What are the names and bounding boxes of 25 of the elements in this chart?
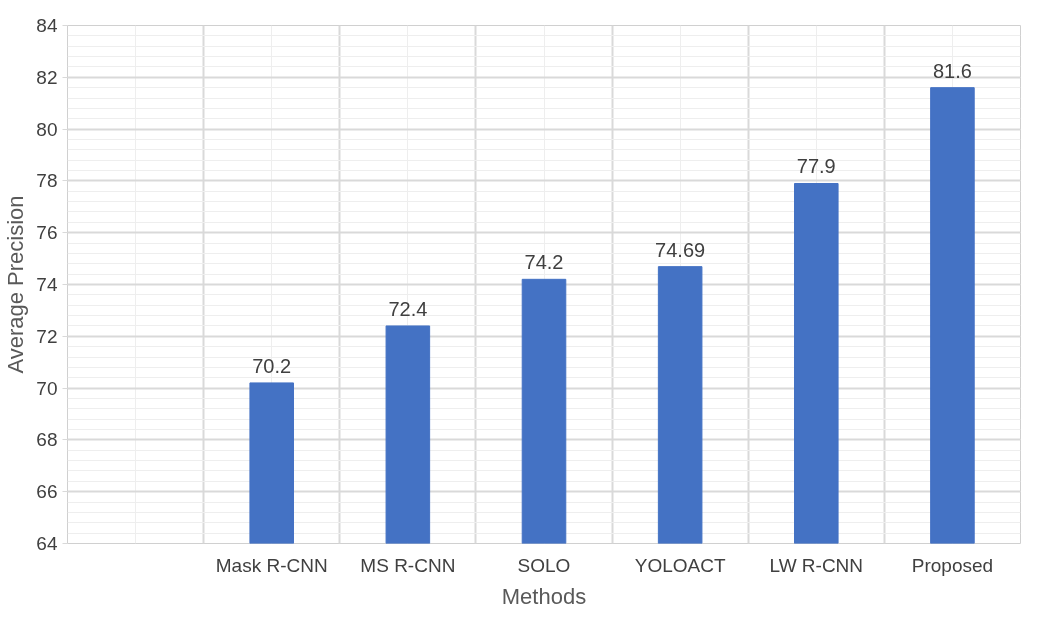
x-tick-label: SOLO — [517, 554, 571, 576]
x-tick-label: YOLOACT — [634, 554, 726, 576]
x-tick-label: Proposed — [911, 554, 994, 576]
y-tick-label: 76 — [36, 222, 58, 244]
y-axis-title: Average Precision — [3, 195, 29, 374]
data-label: 81.6 — [932, 59, 972, 82]
data-label: 72.4 — [388, 297, 428, 320]
y-tick-label: 64 — [36, 533, 58, 554]
y-tick-label: 82 — [36, 66, 58, 88]
x-tick-label: LW R-CNN — [769, 554, 864, 576]
data-label: 77.9 — [796, 155, 836, 178]
y-tick-label: 74 — [36, 274, 58, 295]
x-axis-title: Methods — [501, 583, 587, 609]
y-tick-label: 84 — [36, 15, 58, 36]
data-label: 74.69 — [655, 238, 706, 261]
y-tick-label: 66 — [36, 481, 58, 503]
y-tick-label: 80 — [36, 118, 58, 140]
x-tick-label: Mask R-CNN — [215, 554, 328, 576]
y-tick-label: 70 — [36, 377, 58, 399]
x-tick-label: MS R-CNN — [360, 554, 456, 576]
y-tick-label: 68 — [36, 429, 58, 451]
y-tick-label: 72 — [36, 325, 58, 347]
data-label: 70.2 — [252, 354, 292, 377]
data-label: 74.2 — [524, 251, 564, 274]
y-tick-label: 78 — [36, 170, 58, 192]
